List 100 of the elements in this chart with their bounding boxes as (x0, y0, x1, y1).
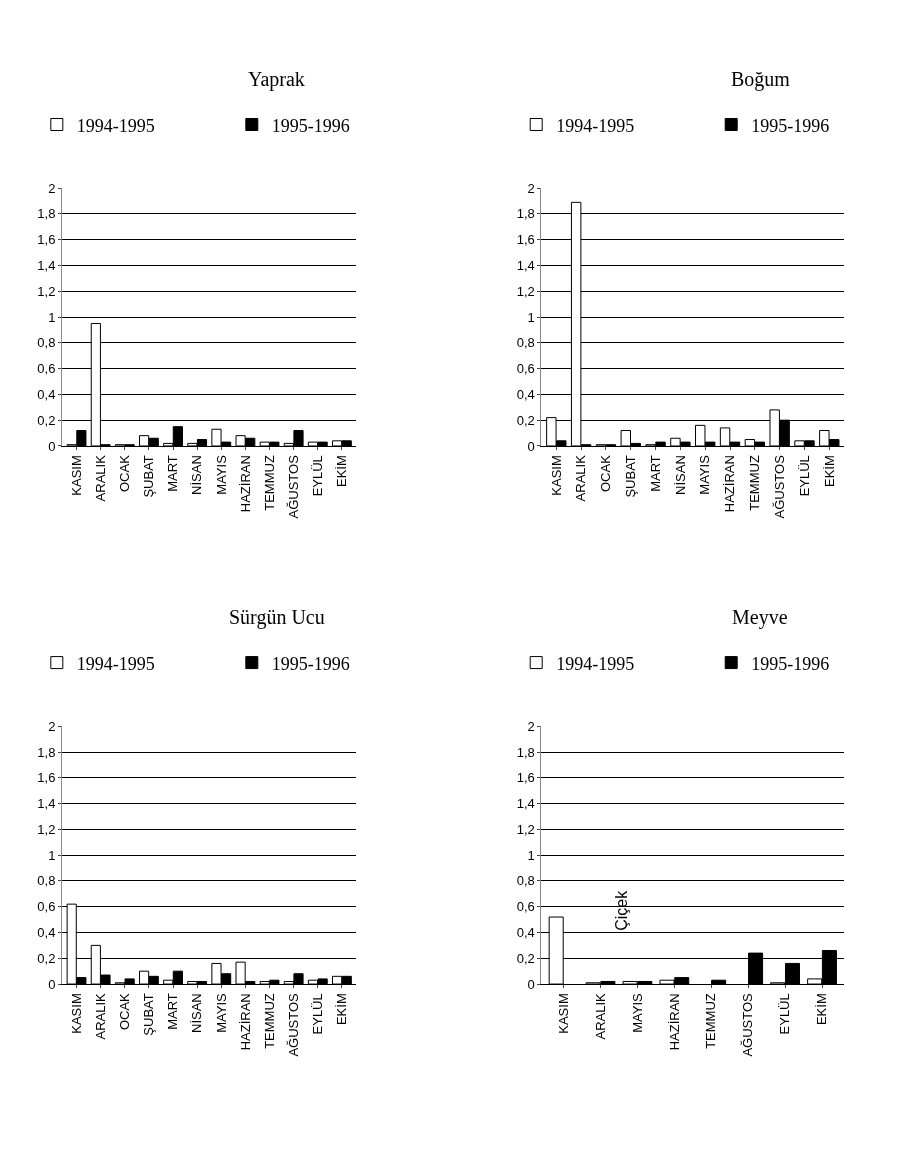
y-tick-label: 0,6 (516, 361, 535, 377)
y-tick-label: 1,6 (37, 770, 56, 786)
x-tick-label: EYLÜL (310, 993, 326, 1035)
chart-title: Yaprak (248, 68, 305, 91)
legend-label: 1995-1996 (271, 115, 350, 136)
legend-label: 1994-1995 (556, 653, 635, 674)
legend-label: 1994-1995 (76, 653, 155, 674)
x-tick-label: EYLÜL (796, 455, 812, 497)
y-tick-label: 0,4 (516, 386, 535, 402)
x-tick-label: TEMMUZ (747, 455, 763, 511)
x-tick-label: ARALIK (92, 992, 108, 1040)
y-tick-label: 1 (48, 847, 56, 863)
x-tick-label: HAZİRAN (237, 993, 253, 1051)
y-tick-label: 1 (527, 309, 535, 325)
y-tick-label: 0 (527, 976, 535, 992)
chart-title: Meyve (732, 606, 788, 629)
y-tick-label: 0,8 (37, 873, 56, 889)
y-tick-label: 0,8 (37, 335, 56, 351)
y-tick-label: 0,6 (516, 899, 535, 915)
y-tick-label: 0 (48, 976, 56, 992)
y-tick-label: 1,2 (516, 283, 535, 299)
x-tick-label: EYLÜL (310, 455, 326, 497)
y-tick-label: 1,2 (37, 821, 56, 837)
y-tick-label: 0 (527, 438, 535, 454)
y-tick-label: 1 (527, 847, 535, 863)
x-tick-label: ŞUBAT (622, 455, 638, 498)
x-tick-label: TEMMUZ (703, 993, 719, 1049)
x-tick-label: MAYIS (213, 454, 229, 495)
x-tick-label: AĞUSTOS (740, 992, 756, 1057)
y-tick-label: 1,8 (516, 206, 535, 222)
x-tick-label: AĞUSTOS (285, 992, 301, 1057)
y-tick-label: 1,2 (516, 821, 535, 837)
y-tick-label: 1,4 (37, 796, 56, 812)
y-tick-label: 1,4 (516, 796, 535, 812)
y-tick-label: 1,2 (37, 283, 56, 299)
x-tick-label: OCAK (117, 454, 133, 493)
x-tick-label: TEMMUZ (261, 993, 277, 1049)
x-tick-label: KASIM (555, 993, 571, 1034)
legend-label: 1995-1996 (751, 115, 830, 136)
x-tick-label: ŞUBAT (141, 993, 157, 1036)
legend-label: 1995-1996 (751, 653, 830, 674)
y-tick-label: 0,4 (37, 386, 56, 402)
y-tick-label: 1,4 (37, 258, 56, 274)
y-tick-label: 1,6 (516, 770, 535, 786)
x-tick-label: MART (165, 455, 181, 492)
y-tick-label: 0,2 (37, 412, 56, 428)
x-tick-label: OCAK (117, 992, 133, 1031)
x-tick-label: HAZİRAN (666, 993, 682, 1051)
y-tick-label: 1,8 (37, 206, 56, 222)
x-tick-label: ŞUBAT (141, 455, 157, 498)
x-tick-label: MAYIS (213, 992, 229, 1033)
x-tick-label: EKİM (334, 455, 350, 487)
y-tick-label: 0,2 (37, 950, 56, 966)
x-tick-label: KASIM (68, 993, 84, 1034)
y-tick-label: 2 (48, 180, 56, 196)
x-tick-label: KASIM (548, 455, 564, 496)
x-tick-label: ARALIK (573, 454, 589, 502)
y-tick-label: 0,2 (516, 412, 535, 428)
y-tick-label: 2 (527, 718, 535, 734)
x-tick-label: MART (165, 993, 181, 1030)
legend-label: 1995-1996 (271, 653, 350, 674)
y-tick-label: 0,6 (37, 361, 56, 377)
x-tick-label: NİSAN (189, 455, 205, 495)
legend-label: 1994-1995 (76, 115, 155, 136)
y-tick-label: 0,4 (37, 925, 56, 941)
x-tick-label: TEMMUZ (261, 455, 277, 511)
chart-title: Boğum (731, 68, 791, 91)
y-tick-label: 0,2 (516, 950, 535, 966)
annotation: Çiçek (612, 889, 630, 931)
x-tick-label: EKİM (821, 455, 837, 487)
x-tick-label: AĞUSTOS (771, 454, 787, 519)
chart-title: Sürgün Ucu (229, 606, 325, 629)
x-tick-label: NİSAN (189, 993, 205, 1033)
y-tick-label: 1,8 (37, 744, 56, 760)
x-tick-label: OCAK (598, 454, 614, 493)
y-tick-label: 0,6 (37, 899, 56, 915)
x-tick-label: MAYIS (697, 454, 713, 495)
y-tick-label: 2 (48, 718, 56, 734)
y-tick-label: 1,6 (516, 232, 535, 248)
x-tick-label: EKİM (334, 993, 350, 1026)
x-tick-label: KASIM (68, 455, 84, 496)
x-tick-label: MART (647, 455, 663, 492)
x-tick-label: AĞUSTOS (285, 454, 301, 519)
y-tick-label: 0 (48, 438, 56, 454)
legend-label: 1994-1995 (556, 115, 635, 136)
x-tick-label: NİSAN (672, 455, 688, 495)
x-tick-label: HAZİRAN (722, 455, 738, 513)
x-tick-label: ARALIK (592, 992, 608, 1040)
x-tick-label: EYLÜL (777, 993, 793, 1035)
y-tick-label: 0,8 (516, 335, 535, 351)
x-tick-label: EKİM (814, 993, 830, 1026)
y-tick-label: 0,4 (516, 925, 535, 941)
y-tick-label: 1,8 (516, 744, 535, 760)
x-tick-label: ARALIK (92, 454, 108, 502)
y-tick-label: 0,8 (516, 873, 535, 889)
y-tick-label: 1,4 (516, 258, 535, 274)
x-tick-label: MAYIS (629, 992, 645, 1033)
x-tick-label: HAZİRAN (237, 455, 253, 513)
y-tick-label: 1,6 (37, 232, 56, 248)
y-tick-label: 1 (48, 309, 56, 325)
